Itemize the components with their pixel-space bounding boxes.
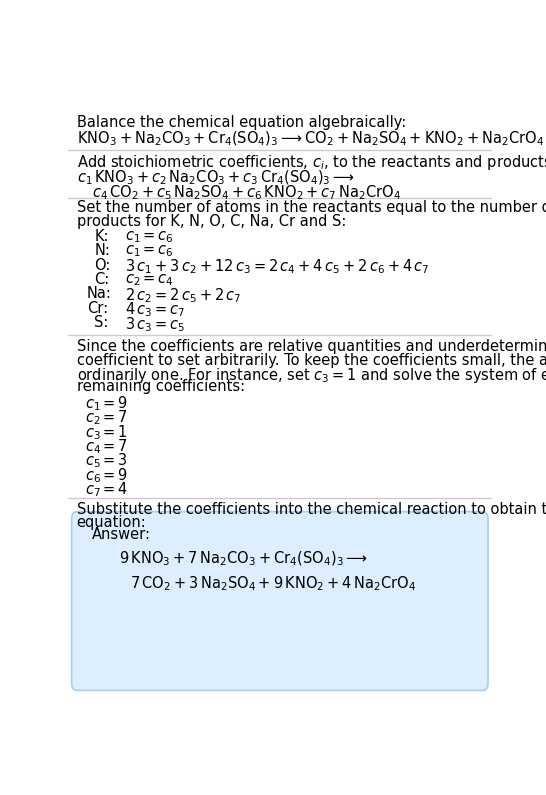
Text: Since the coefficients are relative quantities and underdetermined, choose a: Since the coefficients are relative quan… (76, 339, 546, 354)
Text: ordinarily one. For instance, set $c_3 = 1$ and solve the system of equations fo: ordinarily one. For instance, set $c_3 =… (76, 366, 546, 385)
Text: $3\,c_1 + 3\,c_2 + 12\,c_3 = 2\,c_4 + 4\,c_5 + 2\,c_6 + 4\,c_7$: $3\,c_1 + 3\,c_2 + 12\,c_3 = 2\,c_4 + 4\… (126, 258, 430, 277)
Text: $7\,\mathrm{CO_2} + 3\,\mathrm{Na_2SO_4} + 9\,\mathrm{KNO_2} + 4\,\mathrm{Na_2Cr: $7\,\mathrm{CO_2} + 3\,\mathrm{Na_2SO_4}… (129, 574, 416, 593)
Text: $9\,\mathrm{KNO_3} + 7\,\mathrm{Na_2CO_3} + \mathrm{Cr_4(SO_4)_3} \longrightarro: $9\,\mathrm{KNO_3} + 7\,\mathrm{Na_2CO_3… (119, 549, 368, 568)
Text: $c_1\,\mathrm{KNO_3} + c_2\,\mathrm{Na_2CO_3} + c_3\,\mathrm{Cr_4(SO_4)_3} \long: $c_1\,\mathrm{KNO_3} + c_2\,\mathrm{Na_2… (76, 169, 355, 188)
Text: $c_5 = 3$: $c_5 = 3$ (85, 452, 128, 471)
Text: $c_2 = c_4$: $c_2 = c_4$ (126, 272, 174, 288)
Text: Answer:: Answer: (92, 527, 151, 542)
Text: $c_2 = 7$: $c_2 = 7$ (85, 409, 128, 427)
Text: $3\,c_3 = c_5$: $3\,c_3 = c_5$ (126, 315, 186, 334)
Text: products for K, N, O, C, Na, Cr and S:: products for K, N, O, C, Na, Cr and S: (76, 214, 346, 228)
Text: $c_6 = 9$: $c_6 = 9$ (85, 466, 128, 485)
Text: $c_1 = c_6$: $c_1 = c_6$ (126, 243, 174, 259)
Text: Substitute the coefficients into the chemical reaction to obtain the balanced: Substitute the coefficients into the che… (76, 502, 546, 517)
FancyBboxPatch shape (72, 512, 488, 690)
Text: O:: O: (94, 258, 111, 273)
Text: Add stoichiometric coefficients, $c_i$, to the reactants and products:: Add stoichiometric coefficients, $c_i$, … (76, 153, 546, 172)
Text: $2\,c_2 = 2\,c_5 + 2\,c_7$: $2\,c_2 = 2\,c_5 + 2\,c_7$ (126, 286, 242, 305)
Text: coefficient to set arbitrarily. To keep the coefficients small, the arbitrary va: coefficient to set arbitrarily. To keep … (76, 352, 546, 367)
Text: $c_3 = 1$: $c_3 = 1$ (85, 423, 128, 441)
Text: $c_7 = 4$: $c_7 = 4$ (85, 480, 128, 499)
Text: N:: N: (94, 243, 110, 258)
Text: $c_4 = 7$: $c_4 = 7$ (85, 437, 128, 456)
Text: Balance the chemical equation algebraically:: Balance the chemical equation algebraica… (76, 115, 406, 130)
Text: K:: K: (94, 229, 109, 244)
Text: Cr:: Cr: (87, 301, 108, 316)
Text: S:: S: (94, 315, 109, 330)
Text: C:: C: (94, 272, 110, 287)
Text: $\mathrm{KNO_3 + Na_2CO_3 + Cr_4(SO_4)_3 \longrightarrow CO_2 + Na_2SO_4 + KNO_2: $\mathrm{KNO_3 + Na_2CO_3 + Cr_4(SO_4)_3… (76, 130, 544, 148)
Text: Set the number of atoms in the reactants equal to the number of atoms in the: Set the number of atoms in the reactants… (76, 200, 546, 215)
Text: equation:: equation: (76, 515, 146, 530)
Text: remaining coefficients:: remaining coefficients: (76, 379, 245, 394)
Text: Na:: Na: (87, 286, 112, 301)
Text: $c_1 = c_6$: $c_1 = c_6$ (126, 229, 174, 245)
Text: $c_4\,\mathrm{CO_2} + c_5\,\mathrm{Na_2SO_4} + c_6\,\mathrm{KNO_2} + c_7\,\mathr: $c_4\,\mathrm{CO_2} + c_5\,\mathrm{Na_2S… (92, 184, 401, 202)
Text: $c_1 = 9$: $c_1 = 9$ (85, 394, 128, 413)
Text: $4\,c_3 = c_7$: $4\,c_3 = c_7$ (126, 301, 186, 320)
